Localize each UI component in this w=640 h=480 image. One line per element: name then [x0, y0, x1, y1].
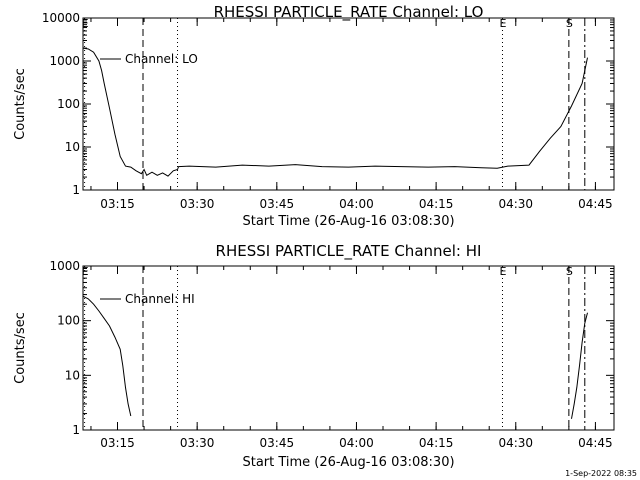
legend-label: Channel: LO [125, 52, 198, 66]
y-tick-label: 10 [65, 368, 80, 382]
plot-frame [82, 265, 615, 431]
y-tick-label: 1000 [49, 54, 80, 68]
x-tick-label: 04:00 [339, 197, 374, 211]
x-tick-label: 03:15 [100, 197, 135, 211]
y-tick-label: 10 [65, 140, 80, 154]
series-line [571, 312, 588, 419]
x-tick-label: 04:45 [578, 436, 613, 450]
x-tick-label: 04:15 [419, 436, 454, 450]
legend-label: Channel: HI [125, 292, 195, 306]
chart-title: RHESSI PARTICLE_RATE Channel: HI [216, 242, 482, 261]
x-tick-label: 03:45 [260, 436, 295, 450]
plot-frame [82, 17, 615, 191]
event-marker-label: E [82, 17, 89, 30]
event-marker-label: S [566, 265, 573, 278]
y-axis-label: Counts/sec [13, 312, 28, 384]
footer-timestamp: 1-Sep-2022 08:35 [565, 469, 637, 478]
y-tick-label: 100 [57, 314, 80, 328]
chart-title: RHESSI PARTICLE_RATE Channel: LO [214, 3, 484, 22]
y-tick-label: 1 [72, 183, 80, 197]
x-tick-label: 03:30 [180, 436, 215, 450]
x-tick-label: 03:45 [260, 197, 295, 211]
series-line [82, 295, 132, 417]
series-line [82, 47, 588, 177]
x-tick-label: 04:00 [339, 436, 374, 450]
y-tick-label: 1000 [49, 259, 80, 273]
x-tick-label: 03:30 [180, 197, 215, 211]
x-tick-label: 03:15 [100, 436, 135, 450]
event-marker-label: E [499, 17, 506, 30]
x-tick-label: 04:15 [419, 197, 454, 211]
chart-panel-lo: RHESSI PARTICLE_RATE Channel: LO 1 10 100 10… [13, 3, 615, 229]
chart-panel-hi: RHESSI PARTICLE_RATE Channel: HI 1 10 100 10… [13, 242, 615, 470]
event-marker-label: S [566, 17, 573, 30]
event-marker-label: E [82, 265, 89, 278]
y-tick-label: 1 [72, 423, 80, 437]
x-tick-label: 04:45 [578, 197, 613, 211]
x-axis-label: Start Time (26-Aug-16 03:08:30) [242, 455, 454, 470]
y-axis-label: Counts/sec [13, 68, 28, 140]
y-tick-label: 10000 [42, 11, 80, 25]
y-tick-label: 100 [57, 97, 80, 111]
x-axis-label: Start Time (26-Aug-16 03:08:30) [242, 214, 454, 229]
event-marker-label: E [499, 265, 506, 278]
x-tick-label: 04:30 [498, 436, 533, 450]
x-tick-label: 04:30 [498, 197, 533, 211]
